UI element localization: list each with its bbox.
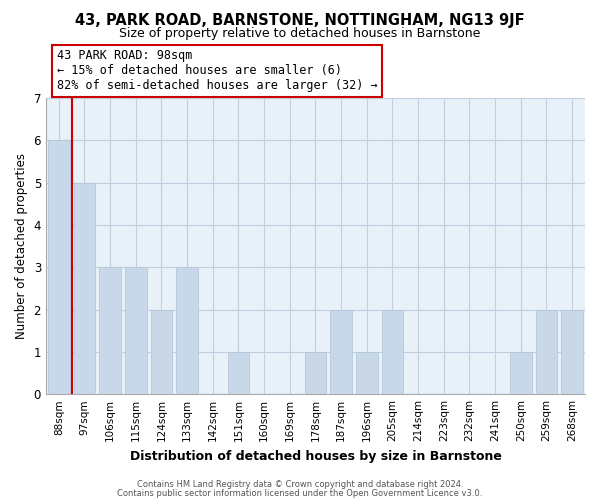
- Bar: [176, 268, 198, 394]
- X-axis label: Distribution of detached houses by size in Barnstone: Distribution of detached houses by size …: [130, 450, 502, 462]
- Bar: [74, 183, 95, 394]
- Bar: [151, 310, 172, 394]
- Bar: [125, 268, 146, 394]
- Bar: [99, 268, 121, 394]
- Bar: [330, 310, 352, 394]
- Bar: [305, 352, 326, 394]
- Bar: [536, 310, 557, 394]
- Text: Contains public sector information licensed under the Open Government Licence v3: Contains public sector information licen…: [118, 489, 482, 498]
- Bar: [356, 352, 378, 394]
- Text: 43 PARK ROAD: 98sqm
← 15% of detached houses are smaller (6)
82% of semi-detache: 43 PARK ROAD: 98sqm ← 15% of detached ho…: [56, 50, 377, 92]
- Bar: [561, 310, 583, 394]
- Text: 43, PARK ROAD, BARNSTONE, NOTTINGHAM, NG13 9JF: 43, PARK ROAD, BARNSTONE, NOTTINGHAM, NG…: [75, 12, 525, 28]
- Bar: [510, 352, 532, 394]
- Text: Size of property relative to detached houses in Barnstone: Size of property relative to detached ho…: [119, 28, 481, 40]
- Text: Contains HM Land Registry data © Crown copyright and database right 2024.: Contains HM Land Registry data © Crown c…: [137, 480, 463, 489]
- Bar: [227, 352, 250, 394]
- Bar: [382, 310, 403, 394]
- Y-axis label: Number of detached properties: Number of detached properties: [15, 153, 28, 339]
- Bar: [48, 140, 70, 394]
